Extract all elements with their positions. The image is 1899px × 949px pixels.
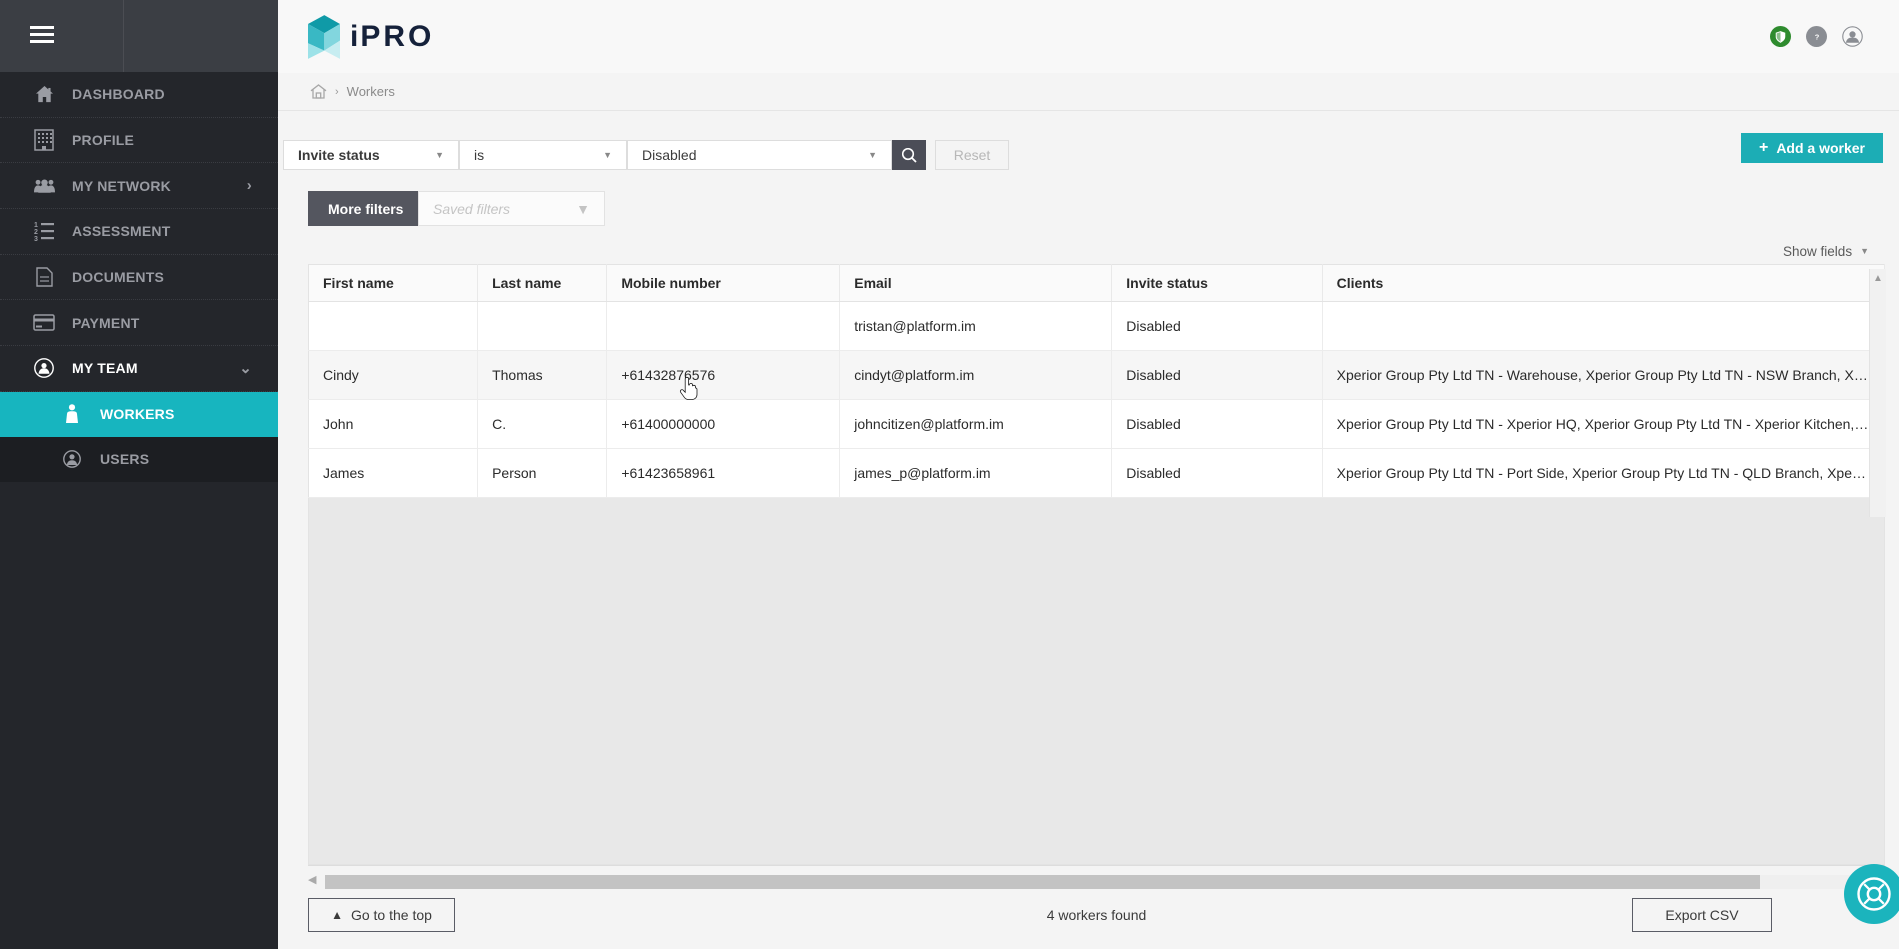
svg-text:2: 2 [34,229,38,236]
svg-text:1: 1 [34,222,38,229]
svg-text:?: ? [1814,32,1819,41]
svg-text:3: 3 [34,236,38,241]
